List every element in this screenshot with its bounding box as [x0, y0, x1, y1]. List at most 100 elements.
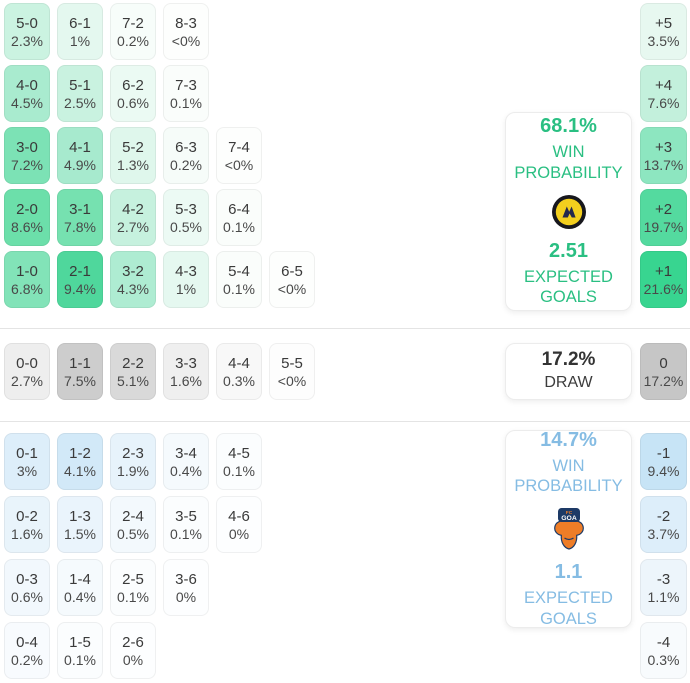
probability-text: 13.7%	[643, 156, 684, 173]
probability-text: 0.6%	[11, 588, 43, 605]
score-cell: 0-4 0.2%	[4, 622, 50, 679]
score-cell: 3-3 1.6%	[163, 343, 209, 400]
score-cell: 5-3 0.5%	[163, 189, 209, 246]
draw-probability: 17.2%	[541, 348, 596, 370]
margin-cell: +1 21.6%	[640, 251, 687, 308]
probability-text: 1.5%	[64, 525, 96, 542]
probability-text: 0.1%	[223, 218, 255, 235]
probability-text: 21.6%	[643, 280, 684, 297]
score-cell: 4-1 4.9%	[57, 127, 103, 184]
probability-text: 3.7%	[647, 525, 680, 542]
score-cell: 1-1 7.5%	[57, 343, 103, 400]
score-text: 0-0	[16, 354, 38, 372]
probability-text: 0.5%	[170, 218, 202, 235]
score-cell: 2-6 0%	[110, 622, 156, 679]
margin-text: +2	[654, 200, 673, 218]
probability-text: 0.4%	[170, 462, 202, 479]
probability-text: 4.1%	[64, 462, 96, 479]
score-text: 1-2	[69, 444, 91, 462]
score-text: 6-3	[175, 138, 197, 156]
score-text: 5-0	[16, 14, 38, 32]
probability-text: <0%	[277, 280, 307, 297]
score-text: 0-2	[16, 507, 38, 525]
margin-cell: -3 1.1%	[640, 559, 687, 616]
away-win-card: 14.7% WIN PROBABILITY FC GOA 1.1 EXPECTE…	[505, 428, 632, 628]
score-text: 1-4	[69, 570, 91, 588]
score-cell: 1-0 6.8%	[4, 251, 50, 308]
probability-text: 0.5%	[117, 525, 149, 542]
probability-text: 4.5%	[11, 94, 43, 111]
score-text: 5-3	[175, 200, 197, 218]
probability-text: 0.2%	[170, 156, 202, 173]
score-text: 8-3	[175, 14, 197, 32]
score-text: 3-6	[175, 570, 197, 588]
score-cell: 6-3 0.2%	[163, 127, 209, 184]
score-text: 7-3	[175, 76, 197, 94]
margin-text: +5	[654, 14, 673, 32]
score-cell: 4-0 4.5%	[4, 65, 50, 122]
probability-text: 0.2%	[117, 32, 149, 49]
probability-text: 1%	[69, 32, 91, 49]
score-text: 3-4	[175, 444, 197, 462]
probability-text: 7.8%	[64, 218, 96, 235]
home-xg-label: EXPECTED GOALS	[524, 267, 613, 307]
score-cell: 5-5 <0%	[269, 343, 315, 400]
margin-text: +3	[654, 138, 673, 156]
probability-text: 9.4%	[647, 462, 680, 479]
score-cell: 4-6 0%	[216, 496, 262, 553]
probability-text: <0%	[277, 372, 307, 389]
score-cell: 3-0 7.2%	[4, 127, 50, 184]
probability-text: 3.5%	[647, 32, 680, 49]
score-text: 5-5	[281, 354, 303, 372]
probability-text: 0.6%	[117, 94, 149, 111]
score-cell: 5-0 2.3%	[4, 3, 50, 60]
score-text: 3-1	[69, 200, 91, 218]
probability-text: 0.1%	[223, 462, 255, 479]
probability-text: 0.1%	[64, 651, 96, 668]
score-text: 7-4	[228, 138, 250, 156]
away-crest-text-main: GOA	[561, 515, 577, 522]
score-cell: 2-4 0.5%	[110, 496, 156, 553]
score-cell: 2-1 9.4%	[57, 251, 103, 308]
probability-text: 17.2%	[643, 372, 684, 389]
score-text: 6-1	[69, 14, 91, 32]
probability-text: 9.4%	[64, 280, 96, 297]
score-cell: 5-1 2.5%	[57, 65, 103, 122]
probability-text: 8.6%	[11, 218, 43, 235]
probability-text: 1.1%	[647, 588, 680, 605]
probability-text: 0.1%	[170, 94, 202, 111]
probability-text: 1.6%	[170, 372, 202, 389]
score-cell: 7-4 <0%	[216, 127, 262, 184]
score-cell: 0-2 1.6%	[4, 496, 50, 553]
score-text: 4-0	[16, 76, 38, 94]
score-text: 0-3	[16, 570, 38, 588]
margin-text: +1	[654, 262, 673, 280]
score-text: 2-6	[122, 633, 144, 651]
score-cell: 0-1 3%	[4, 433, 50, 490]
probability-text: 0.1%	[223, 280, 255, 297]
score-cell: 7-3 0.1%	[163, 65, 209, 122]
score-text: 0-1	[16, 444, 38, 462]
away-win-label: WIN PROBABILITY	[514, 456, 623, 496]
score-cell: 0-0 2.7%	[4, 343, 50, 400]
score-text: 1-5	[69, 633, 91, 651]
probability-text: 1.6%	[11, 525, 43, 542]
away-win-probability: 14.7%	[540, 428, 597, 451]
score-text: 5-1	[69, 76, 91, 94]
margin-text: -3	[656, 570, 671, 588]
score-text: 4-6	[228, 507, 250, 525]
margin-cell: -1 9.4%	[640, 433, 687, 490]
margin-text: 0	[659, 354, 668, 372]
probability-text: 0.3%	[647, 651, 680, 668]
probability-text: 0.1%	[170, 525, 202, 542]
score-text: 4-2	[122, 200, 144, 218]
score-cell: 3-6 0%	[163, 559, 209, 616]
score-text: 6-4	[228, 200, 250, 218]
score-cell: 3-2 4.3%	[110, 251, 156, 308]
score-text: 2-2	[122, 354, 144, 372]
score-cell: 8-3 <0%	[163, 3, 209, 60]
score-cell: 2-5 0.1%	[110, 559, 156, 616]
score-text: 1-1	[69, 354, 91, 372]
score-cell: 3-5 0.1%	[163, 496, 209, 553]
